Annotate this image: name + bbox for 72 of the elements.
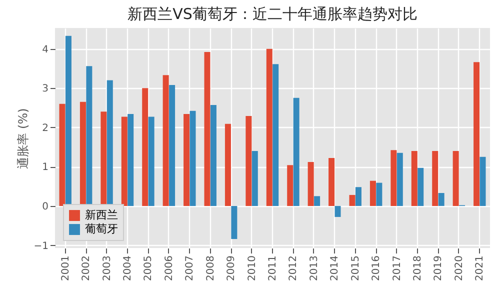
y-tick-label: 4 [42, 44, 48, 56]
bar [376, 182, 382, 206]
x-tick-label: 2021 [474, 256, 486, 281]
bar [231, 206, 238, 239]
bar [224, 124, 231, 206]
x-tick-label: 2002 [81, 256, 92, 281]
x-tick-label: 2007 [184, 256, 196, 281]
bar [190, 110, 196, 206]
bar [396, 152, 403, 206]
bar [162, 75, 169, 206]
y-axis-title: 通胀率 (%) [16, 108, 30, 169]
y-tick-label: 2 [42, 122, 48, 134]
x-tick-label: 2013 [308, 256, 320, 281]
bar [106, 80, 113, 206]
x-tick-label: 2020 [454, 256, 465, 281]
x-tick-label: 2015 [350, 256, 362, 281]
bar [128, 114, 134, 206]
bar [418, 168, 424, 206]
bar [246, 116, 252, 206]
bar [204, 52, 210, 206]
bar [169, 84, 176, 206]
bar [390, 150, 397, 206]
y-tick-label: 0 [42, 201, 48, 212]
bar [370, 180, 376, 206]
bar [480, 156, 486, 206]
bar [474, 62, 480, 206]
bar [308, 162, 314, 206]
bar [184, 114, 190, 206]
x-tick-label: 2004 [122, 256, 134, 281]
bar [86, 66, 92, 206]
bar [266, 48, 272, 206]
x-tick-label: 2019 [433, 256, 444, 281]
bar [59, 104, 66, 206]
bar [287, 165, 294, 206]
x-tick-label: 2014 [330, 256, 341, 281]
x-tick-label: 2009 [226, 256, 238, 281]
bar [142, 88, 148, 206]
bar [411, 150, 418, 206]
x-tick-label: 2011 [268, 256, 278, 281]
bar [121, 116, 128, 206]
bar [272, 64, 279, 206]
y-tick-label: 3 [42, 84, 48, 95]
x-tick-label: 2008 [205, 256, 216, 281]
x-tick-label: 2016 [371, 256, 382, 281]
x-tick-label: 2006 [164, 256, 175, 281]
bar [438, 193, 444, 206]
bar [293, 98, 300, 206]
legend-label: 新西兰 [85, 208, 118, 222]
bar [210, 105, 216, 206]
bar [432, 150, 438, 206]
x-tick-label: 2018 [412, 256, 424, 281]
bar [334, 206, 341, 217]
bar [100, 112, 107, 206]
x-tick-label: 2012 [288, 256, 300, 281]
chart-title: 新西兰VS葡萄牙：近二十年通胀率趋势对比 [128, 5, 418, 23]
bar [328, 158, 335, 206]
x-tick-label: 2003 [102, 256, 113, 281]
y-tick-label: 1 [42, 162, 48, 174]
bar [452, 150, 459, 206]
bar [355, 187, 362, 206]
x-tick-label: 2017 [392, 256, 403, 281]
legend-label: 葡萄牙 [85, 222, 118, 236]
bar [314, 196, 320, 206]
x-tick-label: 2010 [246, 256, 258, 281]
y-tick-label: −1 [34, 240, 48, 252]
bar [80, 102, 86, 206]
bar [65, 36, 72, 206]
bar [349, 194, 356, 206]
bar [148, 116, 154, 206]
x-tick-label: 2001 [60, 256, 72, 281]
bar [252, 150, 258, 206]
x-tick-label: 2005 [143, 256, 154, 281]
